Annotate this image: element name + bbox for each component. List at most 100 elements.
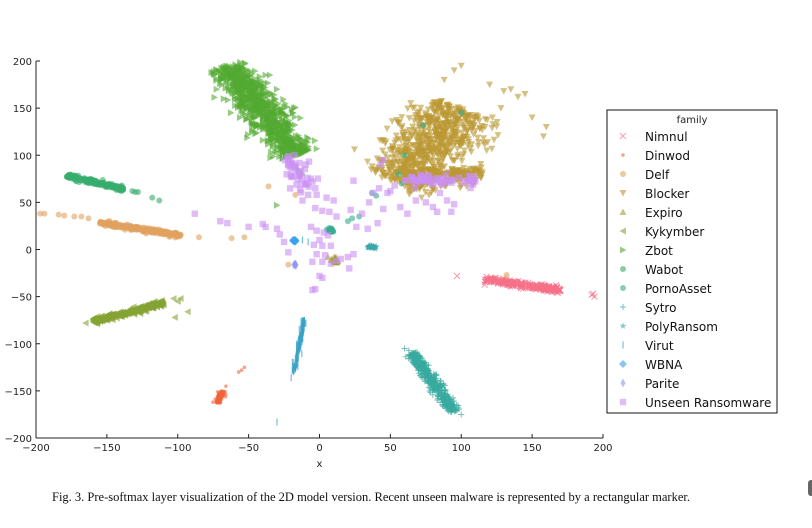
data-point-blocker [421,167,429,175]
data-point-blocker [431,129,439,136]
data-point-blocker [350,146,358,153]
data-point-zbot [247,71,254,79]
data-point-zbot [270,101,278,109]
data-point-nimnul [550,286,558,294]
data-point-blocker [404,105,412,112]
data-point-delf [174,232,181,239]
data-point-unseen-ransomware [425,178,432,185]
data-point-unseen-ransomware [333,257,340,265]
data-point-zbot [275,126,283,134]
data-point-sytro [442,398,449,405]
page-edge-mark [808,480,812,496]
legend-label: Blocker [645,187,689,201]
legend-item: Blocker [619,187,689,201]
data-point-zbot [240,98,248,106]
data-point-sytro [450,394,457,401]
data-point-blocker [474,134,482,142]
data-point-blocker [437,132,445,139]
data-point-zbot [251,74,258,82]
data-point-blocker [455,167,463,174]
data-point-blocker [384,154,392,162]
legend-item: Expiro [619,206,683,220]
data-point-nimnul [589,290,597,298]
data-point-unseen-ransomware [411,176,418,183]
data-point-zbot [295,132,303,140]
data-point-zbot [272,147,279,155]
data-point-nimnul [517,279,525,287]
data-point-unseen-ransomware [323,194,330,201]
data-point-wabot [149,194,156,201]
data-point-unseen-ransomware [326,208,333,215]
data-point-blocker [392,154,400,161]
data-point-delf [37,210,44,217]
data-point-unseen-ransomware [313,251,320,258]
data-point-zbot [286,142,294,150]
data-point-blocker [433,100,441,108]
data-point-unseen-ransomware [285,249,292,256]
data-point-blocker [432,165,440,173]
data-point-unseen-ransomware [391,182,398,189]
data-point-blocker [418,194,426,202]
y-tick-label: 150 [13,104,32,115]
data-point-unseen-ransomware [276,231,284,238]
data-point-unseen-ransomware [296,172,303,180]
data-point-blocker [420,183,428,190]
data-point-sytro [415,370,422,377]
data-point-blocker [483,147,491,155]
data-point-unseen-ransomware [433,175,441,182]
data-point-blocker [432,118,440,126]
data-point-blocker [413,132,421,139]
data-point-blocker [413,135,421,142]
data-point-blocker [421,136,429,144]
data-point-unseen-ransomware [313,227,320,234]
data-point-zbot [231,93,239,101]
data-point-delf [265,183,272,190]
data-point-blocker [528,114,536,122]
series-wbna [288,236,300,246]
data-point-sytro [433,386,440,393]
data-point-wabot [113,187,120,194]
data-point-zbot [286,136,294,144]
data-point-blocker [405,169,413,176]
data-point-zbot [297,114,304,122]
data-point-blocker [474,142,482,150]
data-point-blocker [390,173,398,180]
data-point-zbot [261,79,268,87]
data-point-unseen-ransomware [291,161,299,169]
data-point-delf [128,224,135,231]
data-point-pornoasset [395,171,402,178]
data-point-zbot [280,95,287,103]
data-point-unseen-ransomware [314,175,322,182]
data-point-unseen-ransomware [424,173,432,180]
data-point-blocker [368,163,376,170]
data-point-zbot [235,96,242,104]
data-point-unseen-ransomware [375,185,383,192]
data-point-sytro [429,376,436,383]
data-point-unseen-ransomware [286,185,294,192]
data-point-zbot [260,114,267,122]
data-point-unseen-ransomware [298,181,305,188]
data-point-blocker [401,167,409,174]
data-point-blocker [425,126,433,133]
data-point-blocker [402,147,410,154]
data-point-zbot [253,106,260,114]
data-point-blocker [475,171,483,179]
data-point-delf [292,191,299,198]
data-point-sytro [427,372,434,379]
data-point-zbot [264,112,272,120]
series-unseen-ransomware [191,151,479,294]
data-point-blocker [463,113,471,121]
data-point-zbot [239,79,247,87]
data-point-unseen-ransomware [312,185,319,192]
data-point-zbot [256,76,263,84]
data-point-blocker [398,124,406,132]
data-point-unseen-ransomware [309,286,316,294]
data-point-blocker [493,118,501,126]
y-tick-label: 200 [13,57,32,68]
data-point-blocker [414,118,422,126]
data-point-blocker [416,143,424,151]
data-point-sytro [448,403,455,410]
data-point-kykymber [145,303,153,311]
legend-marker-zbot-icon [620,246,627,254]
data-point-blocker [372,167,380,175]
